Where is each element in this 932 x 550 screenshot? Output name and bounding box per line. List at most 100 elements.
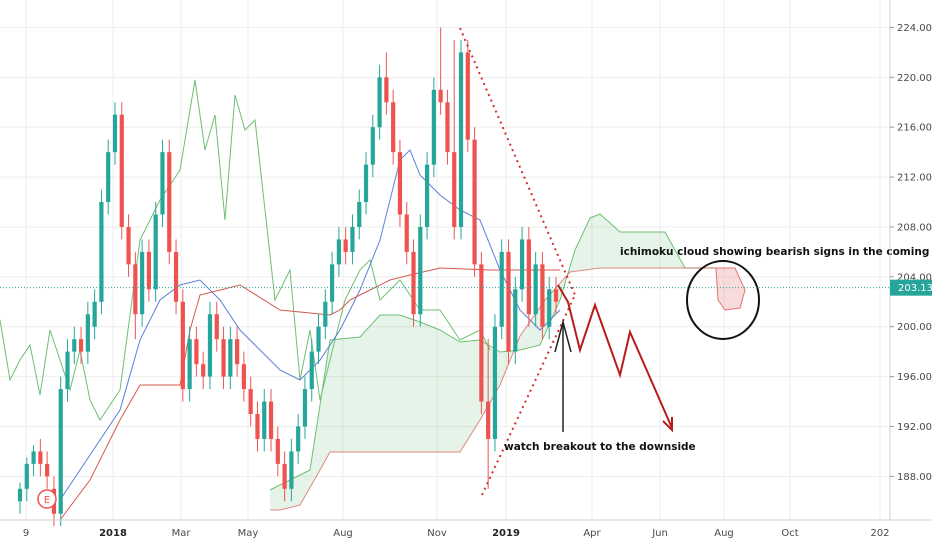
x-tick-label: Mar — [172, 528, 192, 539]
candle-body — [445, 102, 450, 153]
candle-body — [17, 488, 23, 502]
candle-body — [472, 139, 477, 265]
candle-body — [397, 152, 403, 215]
candle-body — [248, 389, 253, 415]
candle-body — [106, 152, 111, 203]
x-tick-label: Nov — [427, 528, 447, 539]
x-tick-label: Aug — [333, 528, 353, 539]
candle-body — [547, 289, 552, 327]
candle-body — [329, 264, 335, 302]
candle-body — [438, 89, 443, 103]
candle-body — [533, 264, 538, 315]
x-tick-label: 9 — [23, 528, 29, 539]
y-tick-label: 220.00 — [897, 73, 932, 84]
x-tick-label: Jun — [651, 528, 668, 539]
last-price-tag — [890, 279, 932, 296]
y-tick-label: 200.00 — [897, 322, 932, 333]
x-tick-label: Oct — [781, 528, 798, 539]
breakout-arrow-head — [554, 319, 572, 353]
last-price-marker: 203.13 — [0, 279, 932, 296]
candle-body — [553, 289, 559, 302]
candle-body — [289, 451, 294, 489]
y-tick-label: 196.00 — [897, 372, 932, 383]
candle-body — [201, 364, 206, 377]
candle-body — [194, 339, 199, 365]
candle-body — [262, 401, 267, 439]
candle-body — [526, 239, 531, 315]
trend-drawings: E — [37, 27, 760, 509]
candle-body — [119, 114, 124, 227]
x-tick-label: Apr — [583, 528, 601, 539]
candle-body — [153, 214, 158, 290]
candle-body — [465, 52, 470, 140]
indicator-lines — [0, 79, 561, 521]
candle-body — [384, 77, 389, 103]
candle-body — [255, 414, 260, 439]
candle-body — [424, 164, 430, 227]
candle-body — [38, 451, 43, 464]
annotation-bearish-cloud: ichimoku cloud showing bearish signs in … — [620, 246, 932, 258]
candle-body — [506, 251, 511, 352]
candle-body — [452, 152, 457, 227]
candle-body — [65, 351, 70, 390]
candle-body — [99, 202, 104, 302]
x-tick-label: 2019 — [492, 528, 520, 539]
candle-body — [187, 339, 192, 390]
candle-body — [499, 251, 504, 327]
candle-body — [207, 314, 213, 377]
candle-body — [167, 152, 172, 252]
x-tick-label: May — [238, 528, 259, 539]
candle-body — [58, 389, 63, 514]
candle-body — [350, 226, 355, 252]
candle-body — [24, 463, 29, 489]
candle-body — [85, 314, 90, 352]
earnings-marker-letter: E — [44, 495, 50, 506]
x-tick-label: 2018 — [99, 528, 127, 539]
earnings-marker-icon — [37, 489, 57, 509]
tenkan-sen — [59, 149, 561, 501]
annotations: ichimoku cloud showing bearish signs in … — [504, 246, 932, 453]
candle-body — [146, 251, 152, 290]
candle-body — [235, 339, 240, 365]
y-tick-label: 224.00 — [897, 23, 932, 34]
candle-body — [486, 401, 491, 439]
candle-body — [519, 239, 525, 290]
candle-body — [479, 264, 484, 402]
x-tick-label: 202 — [870, 528, 889, 539]
cloud-bearish-area — [715, 267, 746, 311]
x-tick-label: Aug — [714, 528, 734, 539]
candle-body — [78, 339, 84, 352]
candle-body — [323, 301, 328, 327]
y-tick-label: 208.00 — [897, 222, 932, 233]
candle-body — [336, 239, 341, 265]
y-tick-label: 216.00 — [897, 123, 932, 134]
candle-body — [228, 339, 233, 377]
grid-lines — [0, 0, 890, 520]
candle-body — [282, 463, 287, 489]
upper-trendline — [459, 27, 576, 296]
candle-body — [431, 89, 436, 165]
candle-body — [302, 389, 308, 427]
candle-body — [391, 102, 396, 153]
candle-body — [92, 301, 97, 327]
candle-body — [404, 214, 409, 252]
time-scale[interactable]: 9 2018 Mar May Aug Nov 2019 Apr Jun Aug Oct 202 — [0, 519, 932, 539]
y-tick-label: 204.00 — [897, 272, 932, 283]
highlight-circle — [686, 260, 760, 340]
candle-body — [309, 351, 314, 390]
y-tick-label: 188.00 — [897, 472, 932, 483]
candle-body — [357, 202, 362, 227]
senkou-span-a — [269, 213, 720, 491]
candle-body — [241, 364, 247, 390]
candle-body — [411, 251, 416, 315]
candle-body — [221, 339, 226, 377]
candle-body — [180, 301, 185, 390]
candle-body — [126, 226, 131, 265]
candle-body — [377, 77, 382, 128]
senkou-span-b — [270, 267, 720, 511]
candle-body — [31, 451, 36, 464]
candle-body — [45, 463, 50, 477]
price-scale[interactable]: 188.00 192.00 196.00 200.00 204.00 208.00 212.… — [889, 0, 932, 520]
candle-body — [513, 289, 518, 352]
